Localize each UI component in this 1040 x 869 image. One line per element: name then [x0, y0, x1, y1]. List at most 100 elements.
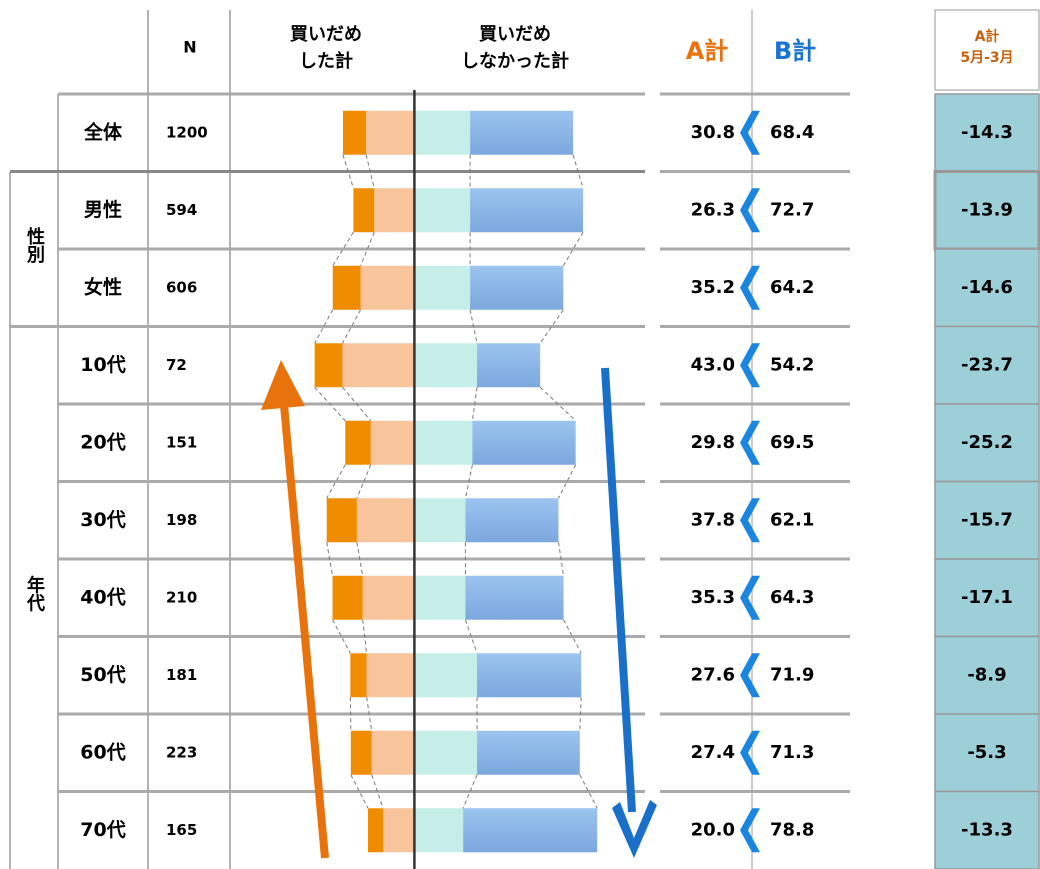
header-diff: A計	[975, 28, 1000, 45]
chevron	[740, 265, 760, 310]
diff-header-box	[934, 9, 1040, 91]
connector	[563, 619, 582, 654]
arrow	[280, 404, 329, 859]
bar-segment	[414, 188, 471, 233]
bar-segment	[463, 808, 598, 853]
b-total: 62.1	[770, 509, 814, 530]
bar-segment	[477, 653, 582, 698]
row-label: 全体	[83, 120, 123, 143]
bar-segment	[342, 343, 415, 388]
diff-value: -8.9	[967, 664, 1006, 685]
diff-value: -25.2	[961, 432, 1013, 453]
chevron	[740, 808, 760, 853]
a-total: 30.8	[691, 122, 735, 143]
b-total: 64.2	[770, 277, 814, 298]
a-total: 26.3	[691, 199, 735, 220]
bar-segment	[350, 730, 372, 775]
group-label: 年代	[24, 575, 46, 613]
bar-segment	[477, 730, 580, 775]
connector	[557, 542, 565, 576]
connector	[366, 697, 373, 731]
diff-value: -13.9	[961, 199, 1013, 220]
header-bought: 買いだめ	[290, 24, 362, 45]
bar-segment	[414, 110, 471, 155]
connector	[371, 774, 384, 809]
header-not-bought: 買いだめ	[479, 24, 551, 45]
bar-segment	[414, 265, 471, 310]
n-label: 606	[166, 278, 197, 296]
diff-cell	[934, 325, 1040, 405]
bar-segment	[465, 498, 559, 543]
n-label: 72	[166, 356, 187, 374]
connector	[342, 154, 354, 189]
bar-segment	[470, 110, 574, 155]
bar-segment	[414, 575, 466, 620]
diff-cell	[934, 558, 1040, 638]
a-total: 27.4	[691, 742, 735, 763]
bar-segment	[350, 653, 367, 698]
connector	[464, 464, 473, 499]
connector	[356, 542, 364, 576]
n-label: 210	[166, 588, 197, 606]
a-total: 35.2	[691, 277, 735, 298]
a-total: 29.8	[691, 432, 735, 453]
connector	[342, 386, 372, 422]
b-total: 64.3	[770, 587, 814, 608]
diff-cell	[934, 790, 1040, 869]
chevron	[740, 653, 760, 698]
connector	[471, 387, 478, 421]
n-label: 151	[166, 433, 197, 451]
bar-segment	[314, 343, 343, 388]
bar-segment	[374, 188, 415, 233]
bar-segment	[353, 188, 375, 233]
b-total: 68.4	[770, 122, 814, 143]
connector	[464, 619, 478, 654]
arrow	[601, 367, 636, 813]
chevron	[740, 575, 760, 620]
row-label: 20代	[80, 431, 125, 453]
bar-segment	[414, 498, 466, 543]
connector	[579, 774, 598, 809]
diff-value: -14.6	[961, 277, 1013, 298]
a-total: 37.8	[691, 509, 735, 530]
b-total: 69.5	[770, 432, 814, 453]
row-label: 70代	[80, 819, 125, 841]
connector	[360, 232, 375, 266]
bar-segment	[370, 420, 415, 465]
bar-segment	[345, 420, 371, 465]
bar-segment	[383, 808, 415, 853]
header-not-bought: しなかった計	[461, 50, 569, 72]
diff-value: -23.7	[961, 354, 1013, 375]
arrow-head	[261, 360, 305, 410]
connector	[539, 386, 576, 422]
b-total: 54.2	[770, 354, 814, 375]
diff-cell	[934, 480, 1040, 560]
row-label: 10代	[80, 354, 125, 376]
chevron	[740, 343, 760, 388]
connector	[469, 309, 478, 344]
connector	[462, 774, 478, 809]
bar-segment	[470, 265, 564, 310]
connector	[362, 619, 368, 654]
bar-segment	[360, 265, 415, 310]
n-label: 594	[166, 201, 197, 219]
chevron	[740, 420, 760, 465]
header-a: A計	[686, 37, 729, 65]
diff-value: -14.3	[961, 122, 1013, 143]
b-total: 71.9	[770, 664, 814, 685]
connector	[365, 154, 375, 189]
a-total: 35.3	[691, 587, 735, 608]
chevron	[740, 498, 760, 543]
bar-segment	[414, 730, 478, 775]
n-label: 223	[166, 743, 197, 761]
bar-segment	[465, 575, 564, 620]
diff-value: -15.7	[961, 509, 1013, 530]
diff-cell	[934, 248, 1040, 328]
bar-segment	[414, 653, 478, 698]
connector	[326, 464, 346, 499]
n-label: 181	[166, 666, 197, 684]
b-total: 71.3	[770, 742, 814, 763]
arrow-head	[612, 800, 657, 858]
row-label: 50代	[80, 664, 125, 686]
